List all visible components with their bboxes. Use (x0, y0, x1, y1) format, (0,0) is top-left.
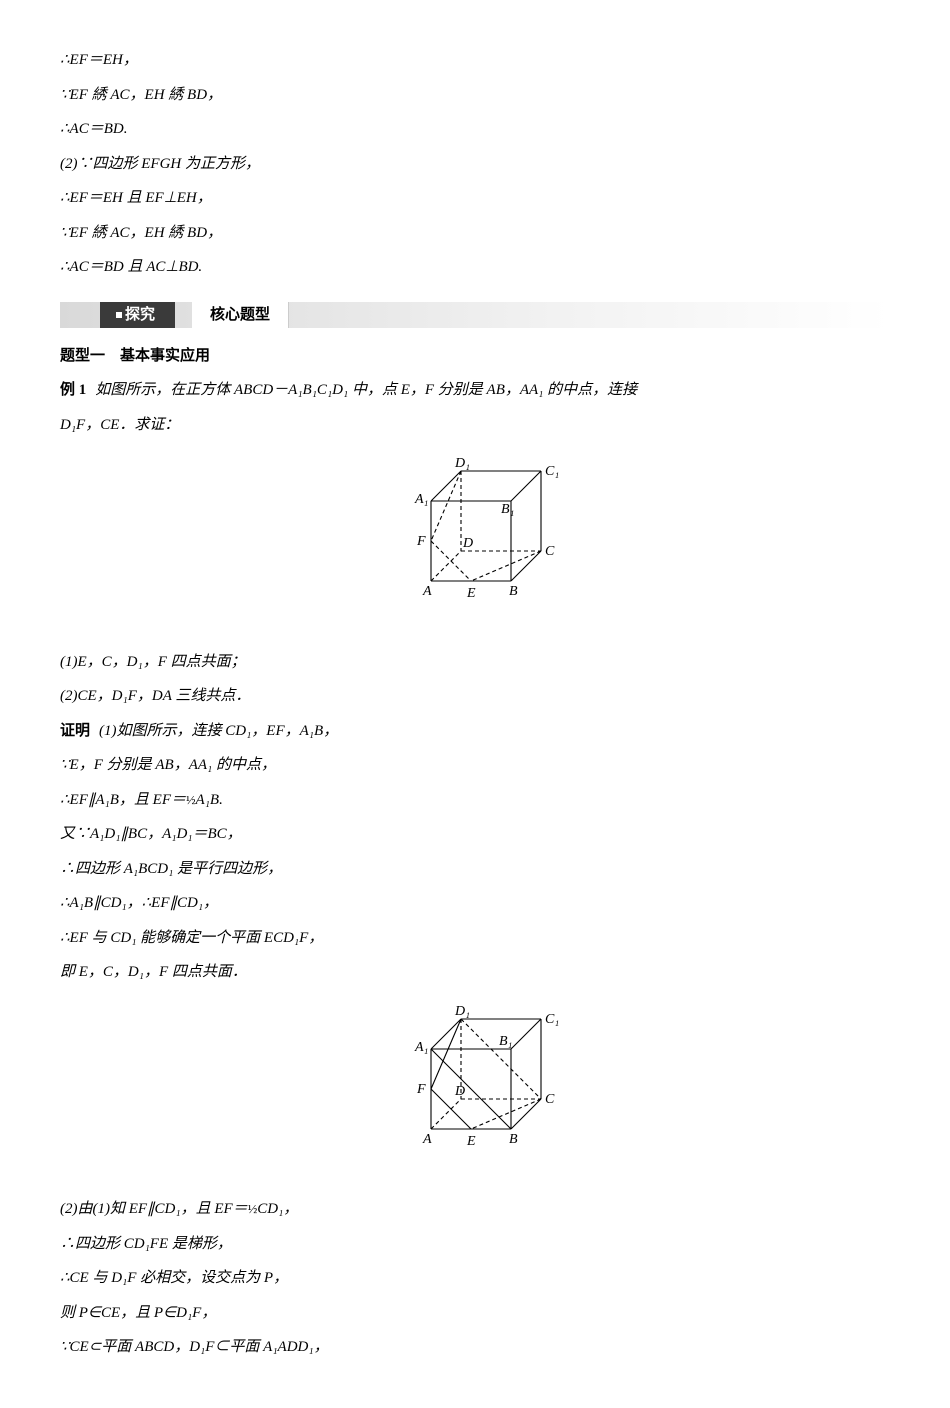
cube-figure-2: D₁ C₁ A₁ B₁ F D C A E B (60, 1001, 890, 1182)
section-header: ·探究 核心题型 (60, 302, 890, 328)
proof-label: 证明 (60, 723, 90, 739)
proof-line: 则 P∈CE，且 P∈D₁F， (60, 1299, 890, 1328)
svg-text:A: A (422, 584, 432, 599)
svg-text:C: C (545, 1092, 555, 1107)
svg-text:D₁: D₁ (454, 1004, 470, 1019)
proof-line: 即 E，C，D₁，F 四点共面． (60, 958, 890, 987)
proof-line: ∴EF 与 CD₁ 能够确定一个平面 ECD₁F， (60, 924, 890, 953)
proof-line: ∴AC＝BD. (60, 115, 890, 144)
svg-text:C₁: C₁ (545, 464, 559, 479)
proof-line: ∴A₁B∥CD₁，∴EF∥CD₁， (60, 889, 890, 918)
svg-text:B: B (509, 1132, 518, 1147)
example-stem-2: D₁F，CE．求证： (60, 411, 890, 440)
svg-text:B₁: B₁ (501, 502, 514, 517)
proof-line: ∵E，F 分别是 AB，AA₁ 的中点， (60, 751, 890, 780)
cube-figure-1: D₁ C₁ A₁ B₁ F D C A E B (60, 453, 890, 634)
proof-line: ∴EF∥A₁B，且 EF＝½A₁B. (60, 786, 890, 815)
type-heading: 题型一 基本事实应用 (60, 342, 890, 371)
section-light: 核心题型 (192, 302, 289, 328)
proof-line: ∴四边形 A₁BCD₁ 是平行四边形， (60, 855, 890, 884)
section-dark: ·探究 (100, 302, 175, 328)
proof-line: ∴四边形 CD₁FE 是梯形， (60, 1230, 890, 1259)
svg-text:C: C (545, 544, 555, 559)
svg-text:C₁: C₁ (545, 1012, 559, 1027)
svg-text:E: E (466, 586, 476, 601)
svg-text:D: D (462, 536, 473, 551)
svg-text:A: A (422, 1132, 432, 1147)
question-2: (2)CE，D₁F，DA 三线共点． (60, 682, 890, 711)
proof-line: (2)∵四边形 EFGH 为正方形， (60, 150, 890, 179)
proof-line: ∵CE⊂平面 ABCD，D₁F⊂平面 A₁ADD₁， (60, 1333, 890, 1362)
proof-line: ∴EF＝EH 且 EF⊥EH， (60, 184, 890, 213)
proof-line: ∵EF 綉 AC，EH 綉 BD， (60, 81, 890, 110)
proof-line: 证明(1)如图所示，连接 CD₁，EF，A₁B， (60, 717, 890, 746)
proof-line: (2)由(1)知 EF∥CD₁，且 EF＝½CD₁， (60, 1195, 890, 1224)
svg-text:D₁: D₁ (454, 456, 470, 471)
svg-text:F: F (416, 534, 426, 549)
example-stem: 例 1如图所示，在正方体 ABCD－A₁B₁C₁D₁ 中，点 E，F 分别是 A… (60, 376, 890, 405)
svg-text:A₁: A₁ (414, 1040, 428, 1055)
proof-line: 又∵A₁D₁∥BC，A₁D₁＝BC， (60, 820, 890, 849)
section-bullet-icon (116, 312, 122, 318)
svg-text:B: B (509, 584, 518, 599)
svg-text:D: D (454, 1084, 465, 1099)
proof-line: ∴AC＝BD 且 AC⊥BD. (60, 253, 890, 282)
proof-line: ∴EF＝EH， (60, 46, 890, 75)
svg-text:E: E (466, 1134, 476, 1149)
proof-line: ∵EF 綉 AC，EH 綉 BD， (60, 219, 890, 248)
svg-text:A₁: A₁ (414, 492, 428, 507)
example-label: 例 1 (60, 382, 86, 398)
question-1: (1)E，C，D₁，F 四点共面； (60, 648, 890, 677)
proof-line: ∴CE 与 D₁F 必相交，设交点为 P， (60, 1264, 890, 1293)
svg-text:F: F (416, 1082, 426, 1097)
svg-text:B₁: B₁ (499, 1034, 512, 1049)
